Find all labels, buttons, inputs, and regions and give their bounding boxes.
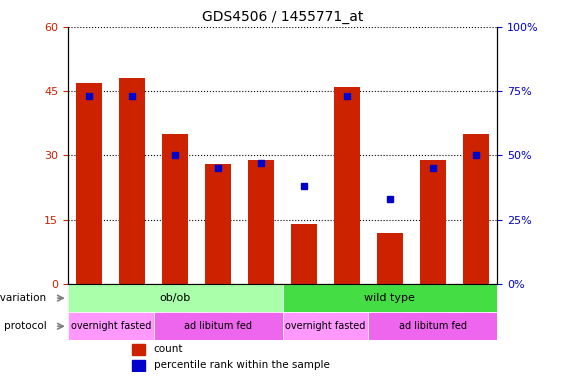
FancyBboxPatch shape [76,284,102,336]
FancyBboxPatch shape [420,284,446,336]
Bar [119,78,145,284]
FancyBboxPatch shape [463,284,489,336]
Bar [377,233,403,284]
FancyBboxPatch shape [368,312,497,340]
Bar [291,224,317,284]
FancyBboxPatch shape [154,312,282,340]
Bar [76,83,102,284]
Text: protocol: protocol [3,321,46,331]
Text: ad libitum fed: ad libitum fed [184,321,252,331]
FancyBboxPatch shape [291,284,317,336]
Text: overnight fasted: overnight fasted [71,321,151,331]
FancyBboxPatch shape [162,284,188,336]
FancyBboxPatch shape [119,284,145,336]
Title: GDS4506 / 1455771_at: GDS4506 / 1455771_at [202,10,363,25]
Bar [132,360,145,371]
Text: ad libitum fed: ad libitum fed [399,321,467,331]
FancyBboxPatch shape [282,312,368,340]
Bar [334,87,360,284]
FancyBboxPatch shape [282,284,497,312]
Text: genotype/variation: genotype/variation [0,293,46,303]
Bar [132,344,145,355]
FancyBboxPatch shape [377,284,403,336]
Bar [162,134,188,284]
FancyBboxPatch shape [68,284,282,312]
FancyBboxPatch shape [205,284,231,336]
Text: percentile rank within the sample: percentile rank within the sample [154,361,329,371]
Text: count: count [154,344,183,354]
Text: wild type: wild type [364,293,415,303]
Text: ob/ob: ob/ob [159,293,191,303]
FancyBboxPatch shape [68,312,154,340]
FancyBboxPatch shape [248,284,274,336]
Bar [205,164,231,284]
FancyBboxPatch shape [334,284,360,336]
Bar [463,134,489,284]
Bar [420,160,446,284]
Text: overnight fasted: overnight fasted [285,321,366,331]
Bar [248,160,274,284]
